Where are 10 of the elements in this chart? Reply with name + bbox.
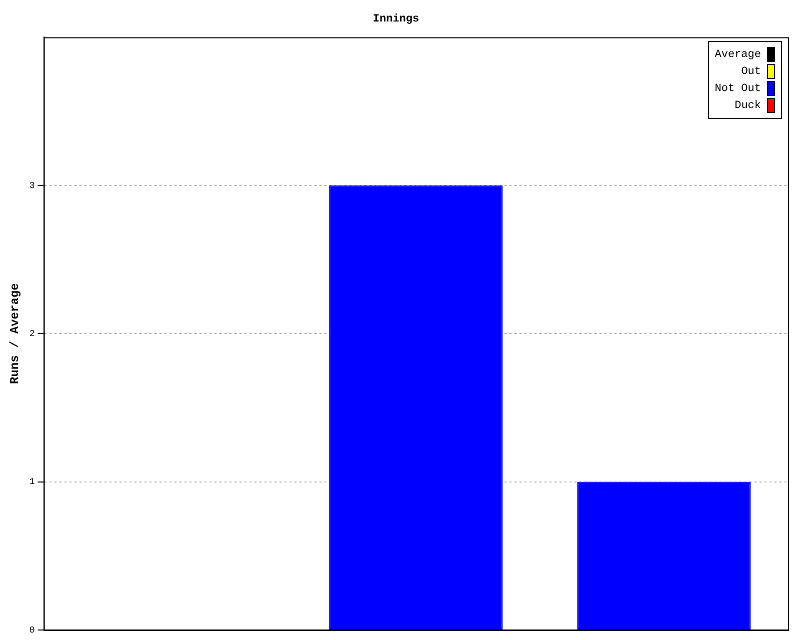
legend-label: Duck (734, 100, 761, 112)
chart-title: Innings (372, 13, 420, 26)
y-tick-label: 0 (29, 625, 35, 636)
y-tick-label: 3 (29, 180, 35, 191)
legend-label: Average (714, 48, 761, 61)
legend-label: Not Out (714, 82, 761, 95)
y-tick-label: 2 (29, 328, 35, 339)
y-tick-label: 1 (29, 477, 35, 488)
legend-label: Out (741, 66, 761, 78)
y-axis-title: Runs / Average (8, 283, 22, 384)
